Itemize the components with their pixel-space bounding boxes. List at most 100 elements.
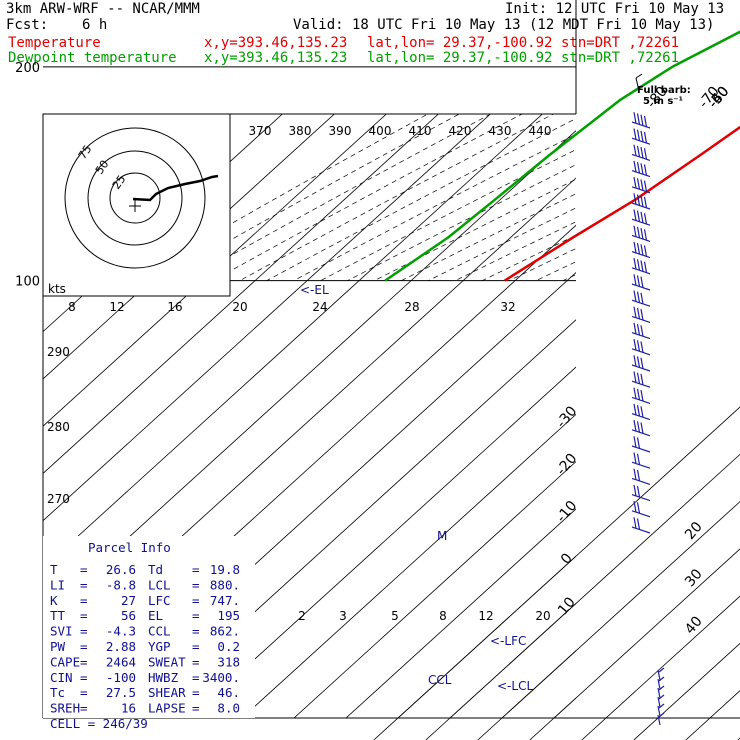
dry-adiabat [185,114,492,281]
wind-barb-icon [631,419,651,437]
isotherm-line [43,114,387,427]
parcel-key: CAPE [50,654,80,669]
parcel-value: 8.0 [217,701,240,716]
wind-barb-icon [657,694,665,708]
theta-tick-label: 390 [329,124,352,138]
hodograph-axis-label: 20 [232,300,247,314]
parcel-key: CELL = 246/39 [50,716,148,731]
wind-barb-icon [631,160,651,178]
parcel-key: TT [50,608,66,623]
isotherm-tick-label: 0 [558,551,576,568]
parcel-value: 56 [121,608,136,623]
isotherm-tick-label: -30 [553,403,580,431]
hodograph-ring [64,127,206,269]
parcel-key: LFC [148,593,171,608]
height-tick-label: 290 [47,345,70,359]
hodograph-ring [87,150,183,246]
parcel-eq: = [80,639,88,654]
dry-adiabat [239,114,555,281]
dry-adiabat [644,0,740,281]
wind-barb-icon [657,703,665,717]
parcel-key: Td [148,562,163,577]
wind-barb-icon [631,225,651,242]
wind-barb-icon [631,387,651,404]
temperature-trace [504,125,740,282]
parcel-eq: = [192,701,200,716]
parcel-key: CCL [148,624,171,639]
mixing-ratio-label: 8 [439,609,447,623]
isotherm-line [43,114,335,380]
dry-adiabat [671,0,740,281]
height-tick-label: 280 [47,420,70,434]
wind-barb-icon [657,685,665,699]
parcel-key: Tc [50,685,65,700]
isotherm-line [425,453,740,740]
theta-tick-label: 400 [369,124,392,138]
parcel-info: Parcel Info T = 26.6 Td = 19.8 LI = -8.8 LCL = 880. K… [50,540,240,731]
hodograph-axis-label: 8 [68,300,76,314]
valid-time: Valid: 18 UTC Fri 10 May 13 (12 MDT Fri … [293,17,715,33]
wind-barb-icon [631,128,651,145]
parcel-value: 195 [217,608,240,623]
parcel-value: 2464 [106,654,136,669]
wind-barb-icon [631,452,651,469]
parcel-value: 318 [217,654,240,669]
isotherm-line [345,508,576,718]
parcel-value: 747. [210,593,240,608]
parcel-eq: = [80,624,88,639]
hodograph-axis-label: 24 [312,300,327,314]
parcel-key: K [50,593,58,608]
skew-grid-right [373,406,740,740]
wind-barb-icon [657,676,665,690]
parcel-eq: = [80,670,88,685]
el-annotation: <-EL [300,283,329,297]
isotherm-line [137,319,576,718]
hodograph-ring [109,172,161,224]
isotherm-line [293,461,576,718]
forecast-hour: 6 h [82,17,108,33]
parcel-key: LAPSE [148,701,186,716]
parcel-eq: = [192,608,200,623]
wind-barb-icon [631,371,651,388]
parcel-eq: = [192,577,200,592]
isotherm-line [189,366,576,718]
m-annotation: M [437,529,447,543]
parcel-value: -8.8 [106,577,136,592]
isotherm-line [241,413,576,718]
dewpoint-latlon: lat,lon= 29.37,-100.92 [367,50,553,66]
wind-legend-line2: 5 m s⁻¹ [643,96,683,107]
lcl-annotation: <-LCL [497,679,533,693]
parcel-eq: = [192,562,200,577]
dry-adiabat [562,274,576,281]
parcel-eq: = [192,654,200,669]
dry-adiabat [482,234,576,281]
wind-legend-line1: Full barb: [637,85,691,96]
hodograph-axis-label: 16 [167,300,182,314]
parcel-value: -4.3 [106,624,136,639]
parcel-eq: = [192,639,200,654]
parcel-eq: = [192,624,200,639]
parcel-key: HWBZ [148,670,179,685]
parcel-eq: = [80,654,88,669]
isotherm-tick-label: 20 [682,519,706,543]
parcel-eq: = [80,608,88,623]
wind-barbs [631,112,665,726]
parcel-key: SREH [50,701,80,716]
wind-barb-icon [631,468,651,485]
lfc-annotation: <-LFC [490,634,526,648]
theta-tick-label: 380 [289,124,312,138]
temperature-xy: x,y=393.46,135.23 [204,35,348,51]
wind-barb-icon [631,436,651,453]
parcel-value: 880. [210,577,240,592]
dry-adiabat [455,221,576,281]
isotherm-line [43,114,283,333]
parcel-eq: = [80,701,88,716]
dry-adiabat [428,207,576,281]
parcel-value: 27.5 [106,685,136,700]
wind-barb-icon [631,257,651,275]
mixing-ratio-label: 12 [478,609,493,623]
parcel-value: 862. [210,624,240,639]
hodograph-axis-label: 28 [404,300,419,314]
axis-labels: 1002003004005006007008009001000-80-70-60… [15,61,732,693]
